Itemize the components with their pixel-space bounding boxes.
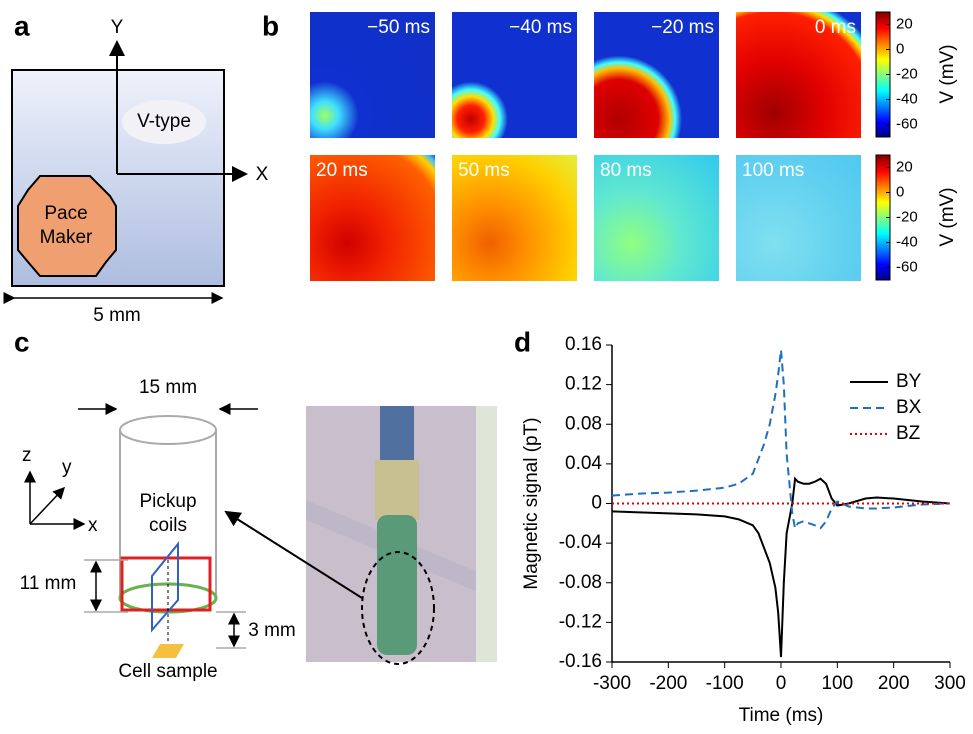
- axis-label: Y: [111, 17, 124, 38]
- y-tick-label: 0.12: [565, 374, 602, 395]
- panel-b: −50 ms −40 ms −20 ms 0 ms 20 ms 50 ms 80 ms 100…: [310, 11, 958, 281]
- dimension-label: 11 mm: [20, 573, 77, 594]
- frame-label: −20 ms: [651, 17, 714, 38]
- voltage-map: [310, 12, 435, 138]
- coil-y: [151, 541, 179, 633]
- y-tick-label: 0: [591, 493, 602, 514]
- y-tick-label: 0.04: [565, 453, 602, 474]
- cylinder-wall: [119, 430, 217, 598]
- legend-label: BZ: [896, 423, 921, 444]
- y-tick-label: -0.12: [559, 611, 602, 632]
- series-line: [611, 476, 951, 658]
- x-tick-label: 100: [821, 673, 853, 694]
- panel-label: d: [514, 326, 531, 357]
- frame-label: 80 ms: [600, 160, 652, 181]
- cell-sample: [152, 644, 184, 658]
- colorbar-tick-label: -20: [896, 208, 918, 225]
- legend-label: BX: [896, 397, 922, 418]
- colorbar-tick-label: 20: [896, 15, 913, 32]
- colorbar-tick-label: -40: [896, 90, 918, 107]
- frame-label: 100 ms: [742, 160, 804, 181]
- panel-label: c: [14, 326, 30, 357]
- dimension-label: 15 mm: [139, 377, 197, 398]
- y-tick-label: -0.04: [559, 532, 603, 553]
- x-tick-label: -100: [706, 673, 744, 694]
- x-tick-label: -300: [593, 673, 631, 694]
- voltage-map: [310, 155, 435, 281]
- colorbar-tick-label: 0: [896, 40, 904, 57]
- dim-guide: [84, 559, 246, 649]
- cylinder-top: [119, 415, 217, 445]
- panel-label: a: [14, 10, 30, 41]
- y-axis-title: Magnetic signal (pT): [521, 417, 542, 589]
- voltage-map: [594, 12, 719, 138]
- frame-label: 50 ms: [458, 160, 510, 181]
- pacemaker-label: Pace: [44, 203, 87, 224]
- x-tick-label: 300: [934, 673, 966, 694]
- voltage-map: [736, 155, 861, 281]
- panel-label: b: [262, 10, 279, 41]
- colorbar-tick-label: -40: [896, 233, 918, 250]
- x-tick-label: -200: [649, 673, 687, 694]
- voltage-map: [452, 12, 577, 138]
- pacemaker: [17, 175, 117, 277]
- colorbar-tick-label: 0: [896, 183, 904, 200]
- panel-a: a V-type Pace Maker Y X 5 mm: [3, 10, 269, 326]
- frame-label: 0 ms: [815, 17, 856, 38]
- axis-arrow: [29, 486, 66, 525]
- pointer-arrow: [224, 510, 363, 599]
- colorbar-tick-label: -20: [896, 65, 918, 82]
- frame-label: 20 ms: [316, 160, 368, 181]
- v-type-region: [122, 100, 206, 144]
- x-axis-title: Time (ms): [739, 705, 824, 726]
- colorbar-tick-label: -60: [896, 258, 918, 275]
- voltage-map: [452, 155, 577, 281]
- axis-label: X: [256, 164, 269, 185]
- axis-label: y: [62, 457, 72, 478]
- sample-label: Cell sample: [118, 661, 217, 682]
- axis-label: x: [88, 515, 98, 536]
- dimension-label: 3 mm: [248, 620, 296, 641]
- colorbar-label: V (mV): [937, 187, 958, 246]
- photo-detail: [375, 460, 419, 520]
- x-tick-label: 200: [878, 673, 910, 694]
- photo-highlight: [361, 551, 435, 665]
- region-label: V-type: [137, 111, 191, 132]
- y-tick-label: -0.08: [559, 572, 602, 593]
- photo-tube: [377, 515, 417, 655]
- coil-label: coils: [149, 515, 187, 536]
- x-tick-label: 0: [776, 673, 787, 694]
- frame-label: −50 ms: [367, 17, 430, 38]
- scale-label: 5 mm: [93, 305, 141, 326]
- legend-label: BY: [896, 371, 922, 392]
- axis-label: z: [22, 445, 32, 466]
- panel-d: -0.16 -0.12 -0.08 -0.04 0 0.04 0.08 0.12 0.16 -30…: [521, 334, 966, 726]
- colorbar-label: V (mV): [937, 44, 958, 103]
- voltage-map: [594, 155, 719, 281]
- colorbar-tick-label: -60: [896, 115, 918, 132]
- photo-detail: [380, 406, 414, 466]
- colorbar-tick-label: 20: [896, 158, 913, 175]
- series-line: [611, 349, 951, 532]
- frame-label: −40 ms: [509, 17, 572, 38]
- y-tick-label: 0.16: [565, 334, 602, 355]
- y-tick-label: -0.16: [559, 651, 602, 672]
- voltage-map: [736, 12, 861, 138]
- photo-detail: [476, 406, 497, 662]
- panel-c: c 15 mm Cell sample Pickup coils 11 mm 3…: [14, 326, 497, 682]
- y-tick-label: 0.08: [565, 413, 602, 434]
- coil-label: Pickup: [139, 491, 196, 512]
- pacemaker-label: Maker: [40, 227, 93, 248]
